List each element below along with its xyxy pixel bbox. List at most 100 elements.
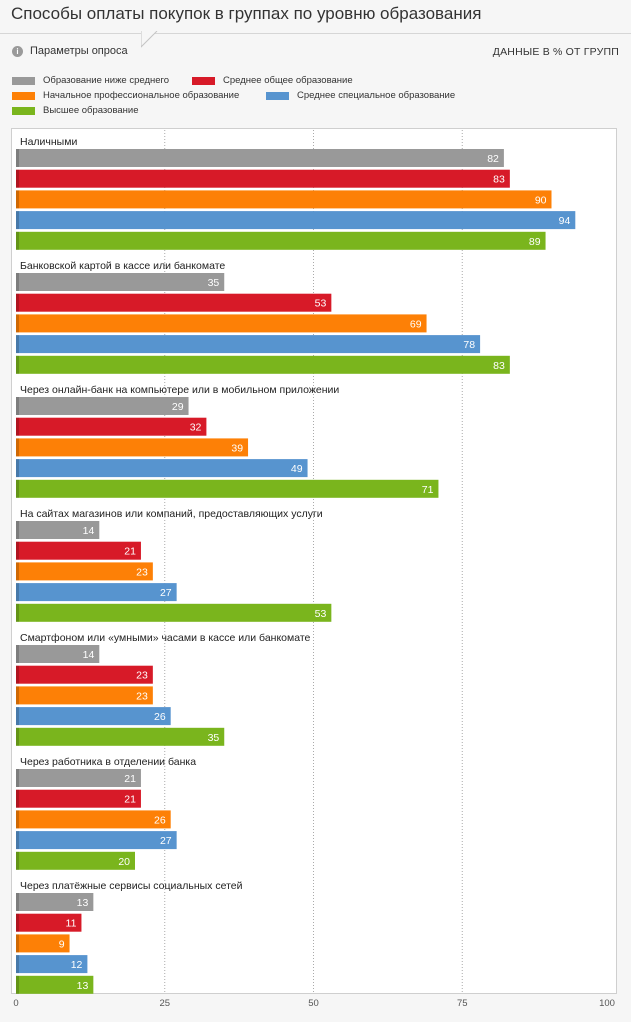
data-label: 39 bbox=[231, 442, 243, 454]
legend-swatch bbox=[12, 91, 35, 100]
data-label: 21 bbox=[124, 546, 136, 558]
bar-edge bbox=[16, 810, 19, 829]
bar bbox=[16, 479, 439, 498]
bar-edge bbox=[16, 314, 19, 333]
data-label: 14 bbox=[83, 649, 95, 661]
bar bbox=[16, 686, 153, 705]
legend-label: Среднее общее образование bbox=[223, 75, 353, 86]
bar-edge bbox=[16, 645, 19, 663]
bar bbox=[16, 583, 177, 602]
bar bbox=[16, 831, 177, 850]
units-label: ДАННЫЕ В % ОТ ГРУПП bbox=[492, 46, 619, 58]
data-label: 13 bbox=[77, 980, 89, 992]
bar-edge bbox=[16, 686, 19, 705]
bar bbox=[16, 231, 546, 250]
data-label: 32 bbox=[190, 422, 202, 434]
data-label: 53 bbox=[315, 298, 327, 310]
survey-params-link[interactable]: i Параметры опроса bbox=[12, 45, 128, 57]
bar-edge bbox=[16, 169, 19, 188]
bar bbox=[16, 459, 308, 478]
bar bbox=[16, 521, 100, 539]
bar bbox=[16, 727, 225, 746]
bar bbox=[16, 314, 427, 333]
data-label: 94 bbox=[559, 215, 571, 227]
legend-swatch bbox=[266, 91, 289, 100]
bar bbox=[16, 645, 100, 663]
bar-edge bbox=[16, 149, 19, 167]
info-icon: i bbox=[12, 45, 23, 57]
legend-item-higher[interactable]: Высшее образование bbox=[12, 105, 139, 116]
legend-item-secondary-special[interactable]: Среднее специальное образование bbox=[266, 90, 455, 101]
bar-edge bbox=[16, 231, 19, 250]
bar-edge bbox=[16, 769, 19, 787]
bar-edge bbox=[16, 727, 19, 746]
data-label: 26 bbox=[154, 814, 166, 826]
bar-edge bbox=[16, 603, 19, 622]
bar-edge bbox=[16, 190, 19, 209]
plot-area bbox=[11, 128, 617, 994]
page-title: Способы оплаты покупок в группах по уров… bbox=[11, 4, 482, 23]
bar-edge bbox=[16, 583, 19, 602]
data-label: 9 bbox=[59, 938, 65, 950]
bar bbox=[16, 149, 504, 167]
bar-edge bbox=[16, 913, 19, 932]
data-label: 35 bbox=[208, 732, 220, 744]
legend-label: Высшее образование bbox=[43, 105, 139, 116]
data-label: 11 bbox=[66, 918, 77, 930]
bar-edge bbox=[16, 293, 19, 312]
bar bbox=[16, 665, 153, 684]
data-label: 26 bbox=[154, 711, 166, 723]
category-label: Через онлайн-банк на компьютере или в мо… bbox=[20, 384, 339, 396]
bar bbox=[16, 335, 481, 354]
bar-edge bbox=[16, 273, 19, 291]
bar-edge bbox=[16, 417, 19, 436]
bar bbox=[16, 397, 189, 415]
x-tick-label: 75 bbox=[456, 998, 468, 1009]
bar bbox=[16, 810, 171, 829]
data-label: 78 bbox=[463, 339, 475, 351]
data-label: 89 bbox=[529, 236, 541, 248]
data-label: 29 bbox=[172, 401, 184, 413]
bar-edge bbox=[16, 211, 19, 230]
x-tick-label: 100 bbox=[599, 998, 615, 1009]
bar-edge bbox=[16, 479, 19, 498]
data-label: 69 bbox=[410, 318, 422, 330]
category-label: Банковской картой в кассе или банкомате bbox=[20, 260, 225, 272]
legend-swatch bbox=[192, 76, 215, 85]
bar bbox=[16, 562, 153, 581]
bar bbox=[16, 851, 135, 870]
bar-edge bbox=[16, 707, 19, 726]
data-label: 71 bbox=[422, 484, 434, 496]
bar bbox=[16, 169, 510, 188]
data-label: 23 bbox=[136, 670, 148, 682]
bar bbox=[16, 975, 94, 994]
bar-edge bbox=[16, 851, 19, 870]
x-tick-label: 25 bbox=[159, 998, 171, 1009]
bar bbox=[16, 913, 82, 932]
category-label: Через работника в отделении банка bbox=[20, 756, 196, 768]
data-label: 49 bbox=[291, 463, 303, 475]
bar-edge bbox=[16, 893, 19, 911]
bar bbox=[16, 211, 576, 230]
bar bbox=[16, 934, 70, 953]
bar-edge bbox=[16, 459, 19, 478]
legend-item-primary-vocational[interactable]: Начальное профессиональное образование bbox=[12, 90, 239, 101]
data-label: 21 bbox=[124, 794, 136, 806]
bar bbox=[16, 190, 552, 209]
bar-edge bbox=[16, 438, 19, 457]
bar-edge bbox=[16, 355, 19, 374]
data-label: 23 bbox=[136, 566, 148, 578]
bar-edge bbox=[16, 562, 19, 581]
legend-label: Начальное профессиональное образование bbox=[43, 90, 240, 101]
legend-swatch bbox=[12, 106, 35, 115]
data-label: 83 bbox=[493, 360, 505, 372]
bar bbox=[16, 789, 141, 808]
bar bbox=[16, 893, 94, 911]
legend-item-general-secondary[interactable]: Среднее общее образование bbox=[192, 75, 353, 86]
data-label: 82 bbox=[487, 153, 499, 165]
bar bbox=[16, 955, 88, 974]
legend-item-below-secondary[interactable]: Образование ниже среднего bbox=[12, 75, 169, 86]
category-label: Смартфоном или «умными» часами в кассе и… bbox=[20, 632, 311, 644]
bar-edge bbox=[16, 934, 19, 953]
